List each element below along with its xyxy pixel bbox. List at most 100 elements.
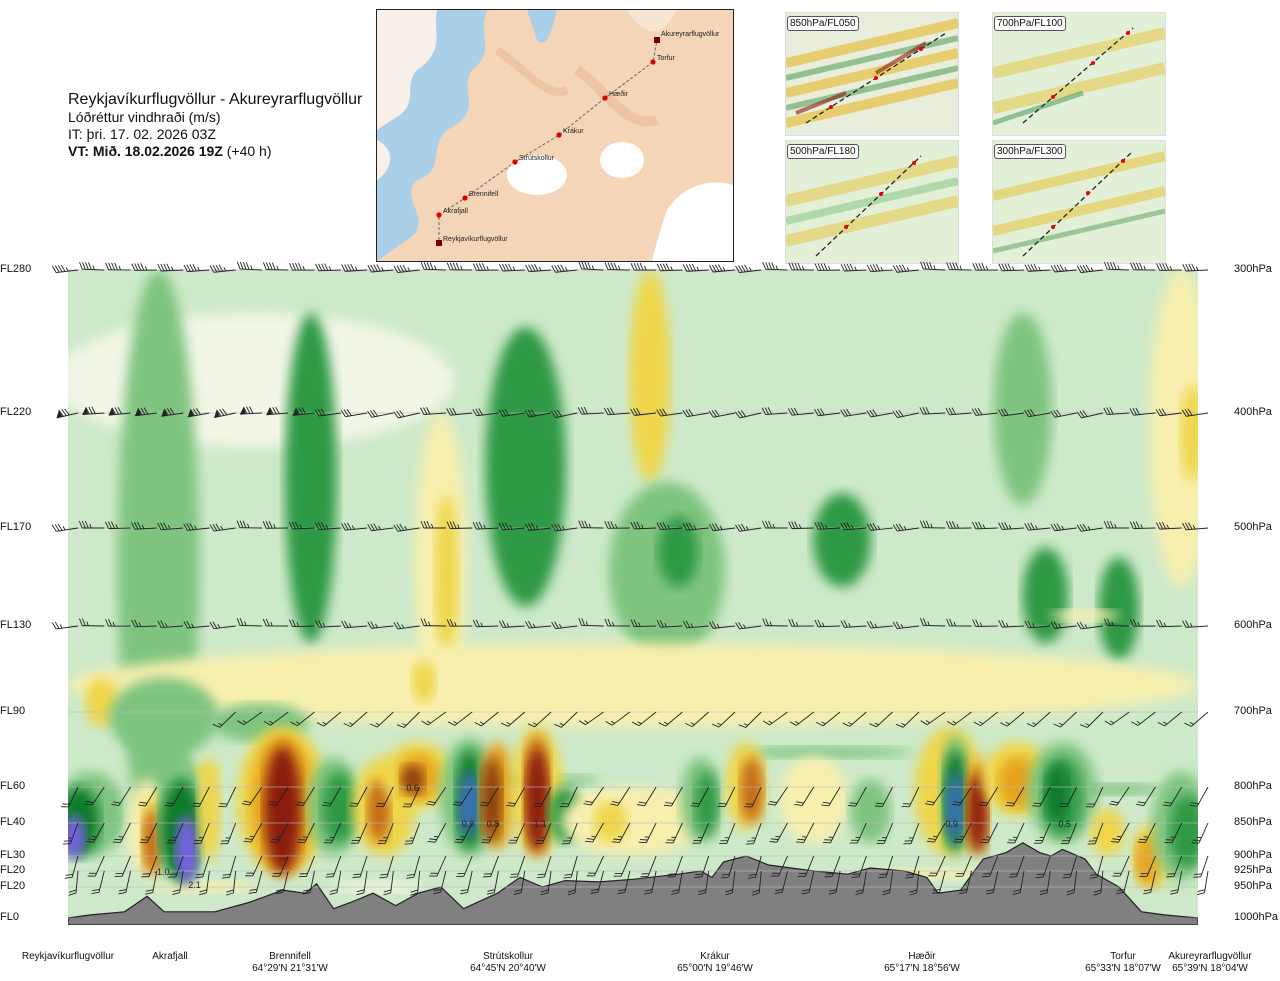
wind-barb [840,522,867,531]
wind-barb [920,711,946,726]
wind-barb [685,711,709,728]
wind-barb [1076,621,1103,630]
wind-barb [498,522,525,531]
wind-barbs [51,261,1209,896]
wind-barb [735,523,762,532]
wind-barb [849,822,867,844]
wind-barb [1156,619,1182,628]
wind-barb [698,870,710,896]
wind-barb [85,822,105,843]
wind-barb [892,523,919,532]
wind-barb [638,822,657,844]
velocity-contour [993,312,1052,506]
wind-barb [61,786,79,808]
wind-barb [1103,618,1130,627]
wind-barb [1104,261,1130,271]
wind-barb [611,822,631,843]
wind-barb [220,822,237,845]
wind-barb [788,619,814,627]
wind-barb [682,263,709,272]
wind-barb [191,786,210,807]
velocity-contour [945,772,965,843]
value-annotation: 2.1 [188,880,201,890]
wind-barb [920,618,946,627]
wind-barb [131,619,157,628]
wind-barb [1191,822,1209,844]
wind-barb [315,619,341,628]
flight-level-label: FL220 [0,406,32,418]
wind-barb [290,711,315,727]
velocity-contour [68,815,86,859]
wind-barb [958,870,972,895]
wind-barb [377,822,394,845]
wind-barb [946,262,972,271]
wind-barb [79,261,105,271]
wind-barb [656,619,683,628]
inset-300hpa-label: 300hPa/FL300 [994,144,1066,159]
wind-barb [578,520,604,529]
wind-barb [560,786,578,808]
wind-barb [926,822,946,843]
wind-barb [420,407,446,415]
header: Reykjavíkurflugvöllur - Akureyrarflugvöl… [68,90,362,160]
wind-barb [479,786,499,807]
velocity-contour [263,745,302,875]
location-name: Brennifell [269,951,311,962]
wind-barb [367,264,394,273]
wind-barb [1087,822,1104,845]
flight-level-label: FL60 [0,780,26,792]
wind-barb [209,264,236,273]
wind-barb [472,521,499,530]
wind-barb [166,822,184,844]
wind-barb [788,521,814,530]
wind-barb [604,262,630,271]
wind-barb [446,407,473,416]
wind-barb [1076,264,1103,274]
wind-barb [767,786,788,806]
wind-barb [396,711,420,728]
wind-barb [289,262,315,271]
wind-barb [1103,520,1130,529]
wind-barb [322,786,342,807]
wind-barb [1170,870,1183,895]
wind-barb [404,822,421,845]
map-station-label: Reykjavíkurflugvöllur [443,236,508,243]
wind-barb [816,711,841,727]
wind-barb [610,786,631,806]
wind-barb [137,786,158,807]
wind-barb [486,870,499,895]
wind-barb [796,822,815,843]
flight-level-label: FL30 [0,849,26,861]
location-coord: 65°00'N 19°46'W [677,963,753,974]
velocity-contour [285,312,337,644]
velocity-contour [694,772,719,837]
wind-barb [931,870,946,894]
wind-barb [869,711,893,728]
pressure-label: 850hPa [1234,816,1272,828]
inset-700hpa-label: 700hPa/FL100 [994,16,1066,31]
wind-barb [1060,822,1078,845]
wind-barb [734,410,762,419]
wind-barb [848,786,867,807]
wind-barb [998,263,1025,272]
wind-barb [955,855,972,877]
wind-barb [946,618,972,627]
pressure-label: 300hPa [1234,263,1272,275]
wind-barb [239,406,262,415]
wind-barb [855,870,867,895]
wind-barb [1116,870,1130,895]
wind-barb [1162,786,1183,807]
inset-500hpa: 500hPa/FL180 [785,140,959,264]
pressure-label: 1000hPa [1234,911,1279,923]
wind-barb [604,521,630,529]
wind-barb [866,264,893,273]
wind-barb [420,618,446,627]
parameter-label: Lóðréttur vindhraði (m/s) [68,109,221,125]
wind-barb [953,822,972,843]
wind-barb [585,822,604,843]
wind-barb [1182,263,1209,272]
wind-barb [1104,711,1130,726]
wind-barb [348,786,368,807]
wind-barb [630,407,657,416]
wind-barb [1181,408,1209,417]
